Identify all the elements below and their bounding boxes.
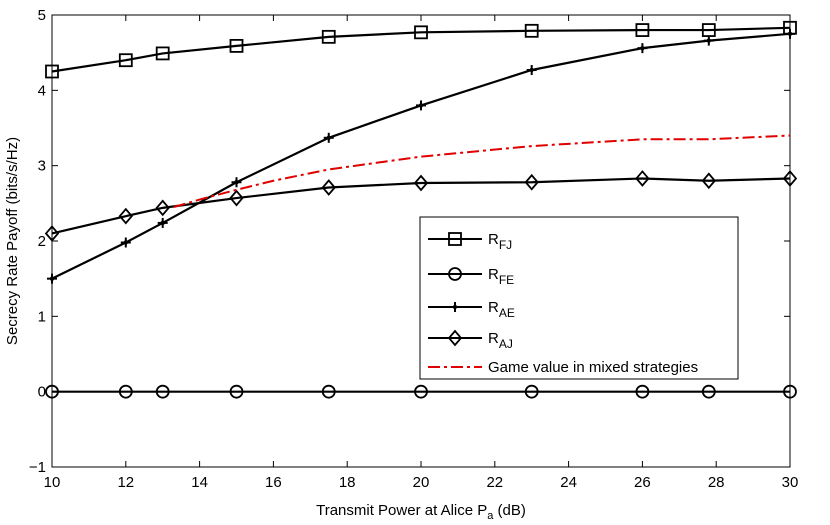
legend-label: RFJ [488, 231, 512, 252]
series-r-fj [45, 20, 797, 79]
plus-dot [418, 103, 424, 108]
data-point-diamond [118, 207, 133, 225]
data-point-square [524, 23, 539, 38]
y-tick-label: 2 [38, 233, 46, 250]
x-axis-label-sub: a [487, 510, 494, 522]
plus-dot [234, 180, 239, 185]
data-point-plus [120, 237, 131, 248]
plus-dot [123, 240, 128, 245]
data-point-plus [231, 177, 242, 188]
data-point-plus [637, 43, 648, 54]
y-tick-label: 1 [38, 308, 46, 325]
data-point-plus [157, 217, 168, 228]
data-point-plus [416, 100, 426, 111]
data-point-plus [450, 302, 460, 312]
y-tick-label: 5 [38, 7, 46, 24]
series-line [173, 134, 791, 209]
data-point-diamond [447, 329, 463, 347]
x-axis-label: Transmit Power at Alice Pa (dB) [316, 502, 526, 522]
data-point-plus [785, 28, 795, 39]
legend-box [419, 216, 739, 380]
plus-dot [787, 31, 793, 37]
x-tick-label: 12 [117, 474, 134, 491]
x-tick-label: 26 [634, 474, 651, 491]
data-point-circle [783, 384, 797, 399]
data-point-circle [321, 384, 336, 399]
data-point-square [321, 29, 336, 44]
x-tick-label: 22 [486, 474, 503, 491]
plus-dot [706, 38, 712, 43]
plus-dot [326, 135, 331, 140]
data-point-square [155, 46, 170, 61]
legend: RFJ RFE RAE RAJ Game value in mixed strategi… [419, 216, 739, 380]
data-point-circle [229, 384, 244, 399]
plus-dot [160, 220, 165, 226]
legend-label: Game value in mixed strategies [488, 359, 698, 376]
series-line [51, 26, 791, 73]
legend-label: RAE [488, 299, 515, 320]
x-tick-label: 10 [44, 474, 61, 491]
legend-entry: RFJ [428, 231, 512, 252]
data-point-circle [155, 384, 170, 399]
x-tick-label: 18 [339, 474, 356, 491]
legend-entry: RAJ [428, 329, 513, 351]
x-axis-label-unit: (dB) [493, 502, 526, 519]
data-point-circle [701, 384, 716, 399]
x-tick-label: 16 [265, 474, 282, 491]
data-point-square [414, 25, 428, 40]
data-point-circle [45, 384, 59, 399]
legend-label: RFE [488, 266, 514, 287]
data-point-square [448, 232, 462, 246]
data-point-circle [448, 267, 462, 281]
data-point-diamond [155, 199, 170, 217]
series-layer [44, 20, 798, 399]
series-line [51, 32, 791, 280]
series-r-fe [45, 384, 797, 399]
data-point-diamond [782, 170, 798, 187]
x-tick-label: 30 [782, 474, 799, 491]
data-point-circle [414, 384, 428, 399]
plus-dot [49, 276, 55, 281]
data-point-diamond [635, 170, 650, 187]
data-point-diamond [229, 189, 244, 207]
data-point-diamond [524, 173, 539, 191]
legend-entry: RAE [428, 299, 515, 320]
data-point-diamond [701, 172, 717, 190]
series-r-ae [47, 28, 795, 284]
y-tick-label: −1 [29, 459, 46, 476]
series-line [51, 177, 791, 235]
data-point-square [635, 23, 650, 37]
data-point-circle [118, 384, 133, 399]
data-point-diamond [321, 179, 336, 196]
x-tick-label: 24 [560, 474, 577, 491]
plus-dot [640, 45, 645, 51]
y-tick-label: 3 [38, 158, 46, 175]
data-point-plus [703, 35, 714, 46]
y-tick-label: 4 [38, 82, 46, 99]
x-tick-label: 28 [708, 474, 725, 491]
data-point-diamond [413, 174, 429, 192]
legend-entry: RFE [428, 266, 514, 287]
legend-label: RAJ [488, 330, 513, 351]
series-game-value-in-mixed-strategies [173, 134, 791, 209]
data-point-circle [524, 384, 539, 399]
plus-dot [529, 67, 534, 73]
x-tick-label: 20 [413, 474, 430, 491]
data-point-plus [323, 132, 334, 143]
data-point-square [229, 38, 244, 53]
y-tick-label: 0 [38, 384, 46, 401]
data-point-square [45, 64, 59, 79]
series-r-aj [44, 170, 798, 242]
plus-dot [452, 304, 458, 310]
data-point-plus [526, 64, 537, 75]
data-point-square [118, 53, 133, 68]
data-point-plus [47, 273, 57, 284]
data-point-diamond [44, 225, 60, 242]
x-tick-label: 14 [191, 474, 208, 491]
y-axis-label: Secrecy Rate Payoff (bits/s/Hz) [4, 137, 21, 345]
legend-entry: Game value in mixed strategies [428, 359, 698, 376]
data-point-circle [635, 384, 650, 399]
